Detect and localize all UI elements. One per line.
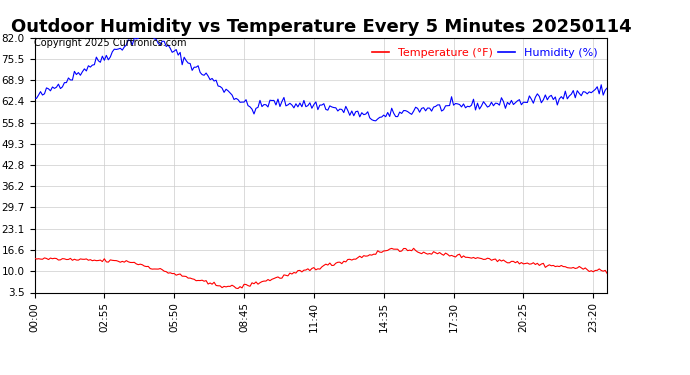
Title: Outdoor Humidity vs Temperature Every 5 Minutes 20250114: Outdoor Humidity vs Temperature Every 5 … [10,18,631,36]
Legend: Temperature (°F), Humidity (%): Temperature (°F), Humidity (%) [368,43,602,62]
Text: Copyright 2025 Curtronics.com: Copyright 2025 Curtronics.com [34,38,187,48]
